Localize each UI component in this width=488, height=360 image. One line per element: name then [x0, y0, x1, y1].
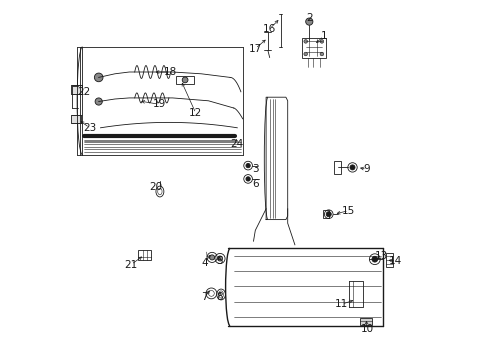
Text: 2: 2	[305, 13, 312, 23]
Text: 21: 21	[124, 260, 138, 270]
Circle shape	[217, 256, 222, 261]
Circle shape	[320, 40, 323, 43]
Text: 11: 11	[334, 299, 347, 309]
Text: 5: 5	[216, 256, 222, 266]
Text: 4: 4	[201, 258, 208, 268]
Circle shape	[182, 77, 187, 83]
Text: 1: 1	[320, 31, 326, 41]
Bar	[137, 250, 151, 260]
Circle shape	[303, 52, 307, 56]
Circle shape	[303, 40, 307, 43]
Circle shape	[209, 255, 214, 260]
Text: 8: 8	[216, 292, 222, 302]
Bar	[333, 161, 340, 174]
Text: 10: 10	[360, 324, 373, 334]
Bar	[322, 210, 328, 218]
Bar	[360, 318, 371, 325]
Text: 3: 3	[251, 164, 258, 174]
Circle shape	[325, 212, 330, 217]
Circle shape	[320, 52, 323, 56]
Circle shape	[371, 256, 377, 262]
Text: 20: 20	[149, 182, 163, 192]
Text: 16: 16	[263, 24, 276, 34]
Bar	[71, 85, 81, 94]
Circle shape	[95, 98, 102, 105]
Text: 15: 15	[342, 206, 355, 216]
Circle shape	[349, 165, 354, 170]
Text: 9: 9	[363, 164, 369, 174]
Bar	[71, 115, 81, 123]
Text: 6: 6	[251, 179, 258, 189]
Text: 22: 22	[78, 87, 91, 97]
Circle shape	[305, 18, 312, 25]
Text: 12: 12	[189, 108, 202, 118]
Text: 18: 18	[164, 67, 177, 77]
Circle shape	[94, 73, 103, 82]
Bar	[176, 76, 194, 84]
Text: 17: 17	[248, 44, 262, 54]
Bar	[302, 38, 325, 58]
Text: 7: 7	[201, 292, 208, 302]
Text: 23: 23	[83, 123, 96, 133]
Circle shape	[245, 177, 250, 181]
Circle shape	[245, 163, 250, 168]
Text: 13: 13	[374, 251, 387, 261]
Text: 19: 19	[153, 99, 166, 109]
Text: 14: 14	[388, 256, 402, 266]
Bar	[385, 253, 392, 267]
Text: 24: 24	[230, 139, 244, 149]
